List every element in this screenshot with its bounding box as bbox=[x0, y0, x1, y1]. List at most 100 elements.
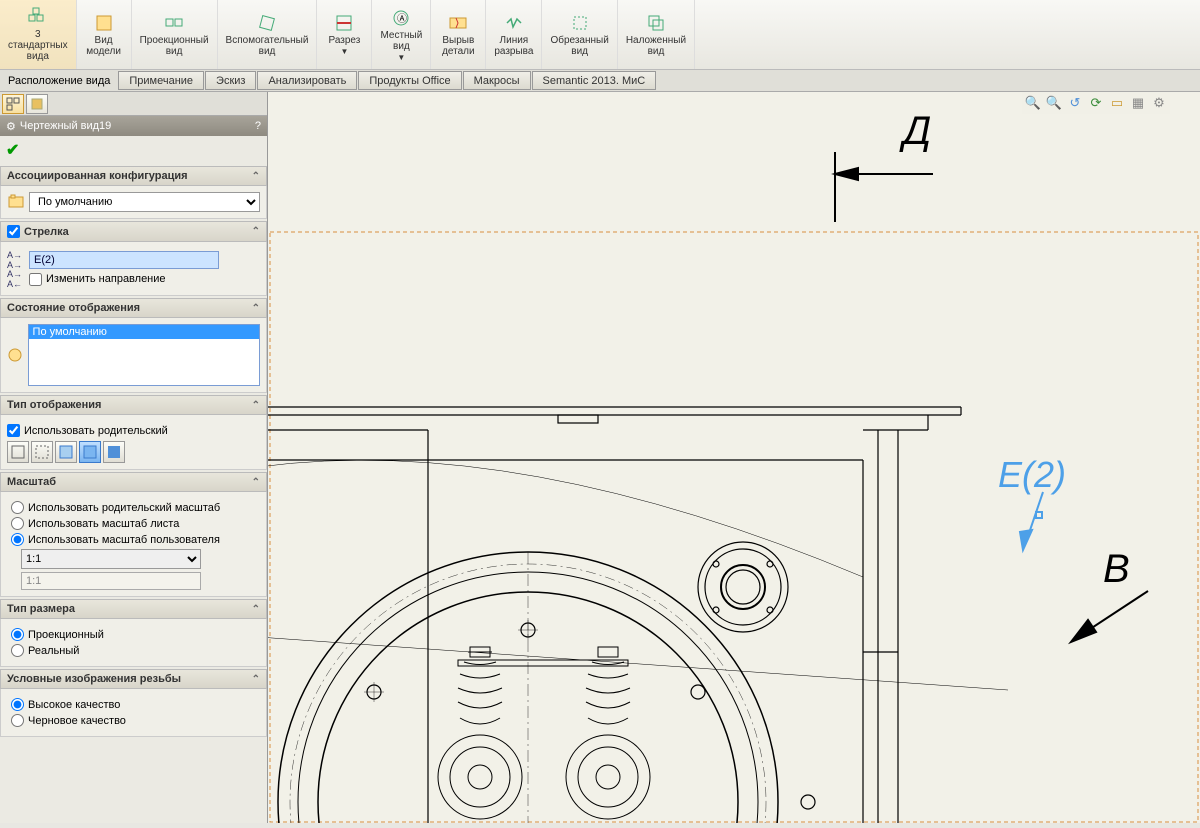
settings-icon[interactable]: ⚙ bbox=[1150, 94, 1168, 112]
ribbon-cropview-button[interactable]: Обрезанныйвид bbox=[542, 0, 617, 69]
scale-sheet-label: Использовать масштаб листа bbox=[28, 518, 179, 530]
feature-manager-tab-icon[interactable] bbox=[2, 94, 24, 114]
ok-button[interactable]: ✔ bbox=[6, 142, 19, 159]
ribbon-detailview-button[interactable]: Ⓐ Местныйвид▼ bbox=[372, 0, 431, 69]
scale-user-radio[interactable] bbox=[11, 533, 24, 546]
section-display-type-title: Тип отображения bbox=[7, 399, 101, 411]
section-display-type-header[interactable]: Тип отображения ⌃ bbox=[0, 395, 267, 415]
ribbon-projview-button[interactable]: Проекционныйвид bbox=[132, 0, 218, 69]
collapse-icon: ⌃ bbox=[252, 303, 260, 314]
confirm-row: ✔ bbox=[0, 136, 267, 164]
zoom-area-icon[interactable]: 🔍 bbox=[1045, 94, 1063, 112]
projview-icon bbox=[164, 13, 184, 33]
section-view-icon[interactable]: ▦ bbox=[1129, 94, 1147, 112]
breakline-icon bbox=[504, 13, 524, 33]
tab-эскиз[interactable]: Эскиз bbox=[205, 71, 256, 90]
svg-text:Ⓐ: Ⓐ bbox=[397, 13, 407, 25]
dim-proj-radio[interactable] bbox=[11, 628, 24, 641]
scale-combo[interactable]: 1:1 bbox=[21, 549, 201, 569]
section-dim-type-title: Тип размера bbox=[7, 603, 75, 615]
config-combo[interactable]: По умолчанию bbox=[29, 192, 260, 212]
section-display-state-header[interactable]: Состояние отображения ⌃ bbox=[0, 298, 267, 318]
display-state-icon bbox=[7, 346, 24, 364]
dropdown-icon: ▼ bbox=[397, 53, 405, 62]
ribbon-label: Разрез bbox=[329, 35, 361, 46]
rotate-icon[interactable]: ⟳ bbox=[1087, 94, 1105, 112]
drawing-geometry bbox=[268, 407, 1008, 823]
collapse-icon: ⌃ bbox=[252, 171, 260, 182]
dim-real-radio[interactable] bbox=[11, 644, 24, 657]
scale-sheet-radio[interactable] bbox=[11, 517, 24, 530]
hidden-removed-btn[interactable] bbox=[55, 441, 77, 463]
scale-text[interactable] bbox=[21, 572, 201, 590]
detailview-icon: Ⓐ bbox=[391, 8, 411, 28]
label-b: В bbox=[1103, 547, 1130, 591]
label-d: Д bbox=[899, 109, 931, 153]
ribbon-breakline-button[interactable]: Линияразрыва bbox=[486, 0, 542, 69]
section-scale-header[interactable]: Масштаб ⌃ bbox=[0, 472, 267, 492]
shaded-edges-btn[interactable] bbox=[79, 441, 101, 463]
ribbon-label: Обрезанныйвид bbox=[550, 35, 608, 57]
section-config-title: Ассоциированная конфигурация bbox=[7, 170, 188, 182]
arrow-label-input[interactable] bbox=[29, 251, 219, 269]
section-thread-header[interactable]: Условные изображения резьбы ⌃ bbox=[0, 669, 267, 689]
prev-view-icon[interactable]: ↺ bbox=[1066, 94, 1084, 112]
tab-продукты-office[interactable]: Продукты Office bbox=[358, 71, 461, 90]
ribbon-toolbar: 3стандартныхвида Видмодели Проекционныйвид… bbox=[0, 0, 1200, 70]
arrow-enable-checkbox[interactable] bbox=[7, 225, 20, 238]
collapse-icon: ⌃ bbox=[252, 674, 260, 685]
shaded-btn[interactable] bbox=[103, 441, 125, 463]
property-manager: ⚙ Чертежный вид19 ? ✔ Ассоциированная ко… bbox=[0, 92, 268, 823]
display-state-list[interactable]: По умолчанию bbox=[28, 324, 260, 386]
section-display-state-title: Состояние отображения bbox=[7, 302, 140, 314]
views3-icon bbox=[28, 7, 48, 27]
section-config-header[interactable]: Ассоциированная конфигурация ⌃ bbox=[0, 166, 267, 186]
ribbon-altview-button[interactable]: Наложенныйвид bbox=[618, 0, 695, 69]
drawing-view-icon: ⚙ bbox=[6, 120, 16, 133]
ribbon-label: Линияразрыва bbox=[494, 35, 533, 57]
display-style-icon[interactable]: ▭ bbox=[1108, 94, 1126, 112]
list-item[interactable]: По умолчанию bbox=[29, 325, 259, 339]
scale-user-label: Использовать масштаб пользователя bbox=[28, 534, 220, 546]
label-e2: E(2) bbox=[998, 454, 1066, 495]
wireframe-btn[interactable] bbox=[7, 441, 29, 463]
tab-view-layout[interactable]: Расположение вида bbox=[0, 72, 118, 90]
ribbon-views3-button[interactable]: 3стандартныхвида bbox=[0, 0, 77, 69]
cropview-icon bbox=[570, 13, 590, 33]
dim-proj-label: Проекционный bbox=[28, 629, 104, 641]
command-manager-tabs: Расположение вида ПримечаниеЭскизАнализи… bbox=[0, 70, 1200, 92]
tab-semantic-2013-мис[interactable]: Semantic 2013. МиС bbox=[532, 71, 657, 90]
ribbon-modelview-button[interactable]: Видмодели bbox=[77, 0, 132, 69]
section-arrow-header[interactable]: Стрелка ⌃ bbox=[0, 221, 267, 242]
thread-high-radio[interactable] bbox=[11, 698, 24, 711]
ribbon-label: Местныйвид bbox=[380, 30, 422, 52]
scale-parent-radio[interactable] bbox=[11, 501, 24, 514]
help-button[interactable]: ? bbox=[255, 120, 261, 132]
ribbon-section-button[interactable]: Разрез▼ bbox=[317, 0, 372, 69]
section-arrow-title: Стрелка bbox=[24, 226, 69, 238]
altview-icon bbox=[646, 13, 666, 33]
zoom-fit-icon[interactable]: 🔍 bbox=[1024, 94, 1042, 112]
tab-анализировать[interactable]: Анализировать bbox=[257, 71, 357, 90]
section-icon bbox=[334, 13, 354, 33]
auxview-icon bbox=[257, 13, 277, 33]
ribbon-label: Видмодели bbox=[86, 35, 121, 57]
section-dim-type-header[interactable]: Тип размера ⌃ bbox=[0, 599, 267, 619]
collapse-icon: ⌃ bbox=[252, 226, 260, 237]
arrow-reverse-icon: A→A← bbox=[7, 272, 25, 286]
ribbon-auxview-button[interactable]: Вспомогательныйвид bbox=[218, 0, 318, 69]
tab-макросы[interactable]: Макросы bbox=[463, 71, 531, 90]
thread-draft-radio[interactable] bbox=[11, 714, 24, 727]
ribbon-broken-button[interactable]: Вырывдетали bbox=[431, 0, 486, 69]
reverse-direction-label: Изменить направление bbox=[46, 273, 166, 285]
modelview-icon bbox=[94, 13, 114, 33]
use-parent-style-checkbox[interactable] bbox=[7, 424, 20, 437]
thread-high-label: Высокое качество bbox=[28, 699, 120, 711]
section-scale-title: Масштаб bbox=[7, 476, 56, 488]
reverse-direction-checkbox[interactable] bbox=[29, 273, 42, 286]
property-manager-tab-icon[interactable] bbox=[26, 94, 48, 114]
collapse-icon: ⌃ bbox=[252, 604, 260, 615]
hidden-visible-btn[interactable] bbox=[31, 441, 53, 463]
tab-примечание[interactable]: Примечание bbox=[118, 71, 204, 90]
drawing-canvas[interactable]: 🔍 🔍 ↺ ⟳ ▭ ▦ ⚙ Д E(2) В bbox=[268, 92, 1200, 823]
